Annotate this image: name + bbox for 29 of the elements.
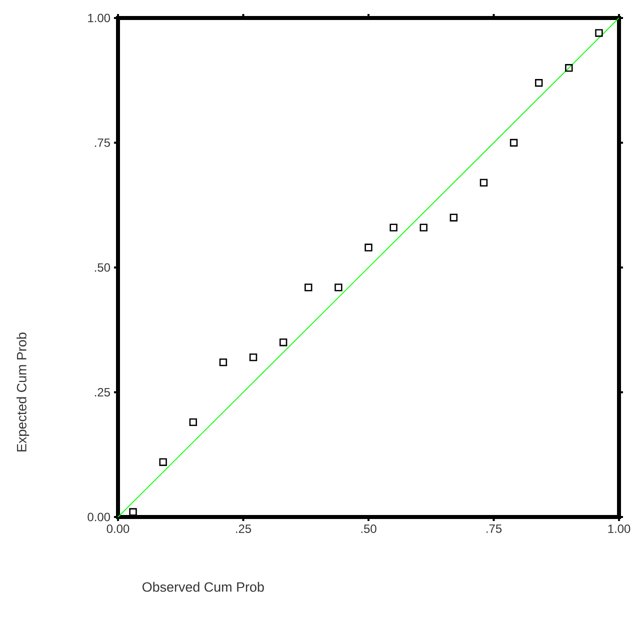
x-tick-label: 1.00 (608, 524, 630, 533)
x-tick-label: .75 (486, 524, 502, 533)
y-tick-label: .75 (94, 138, 110, 147)
point (249, 353, 258, 362)
point (189, 418, 197, 426)
point (304, 284, 312, 292)
point (595, 29, 603, 37)
point (534, 79, 543, 87)
point (129, 508, 137, 516)
point (159, 458, 167, 466)
y-tick-label: .25 (94, 388, 110, 396)
y-tick-label: 0.00 (88, 512, 110, 522)
point (279, 338, 288, 346)
point (390, 224, 398, 232)
x-tick-label: 0.00 (106, 524, 130, 533)
y-tick-label: 1.00 (88, 14, 110, 22)
point (420, 224, 428, 232)
point (219, 358, 228, 366)
point (364, 244, 372, 252)
x-tick-label: .50 (361, 524, 376, 533)
point (565, 64, 573, 72)
y-axis-title: Expected Cum Prob (16, 332, 30, 452)
x-axis-title: Observed Cum Prob (142, 582, 264, 592)
point (510, 138, 518, 147)
x-tick-label: .25 (236, 524, 252, 533)
point (450, 214, 458, 222)
y-tick-label: .50 (94, 263, 110, 272)
point (480, 178, 488, 187)
point (334, 284, 342, 292)
